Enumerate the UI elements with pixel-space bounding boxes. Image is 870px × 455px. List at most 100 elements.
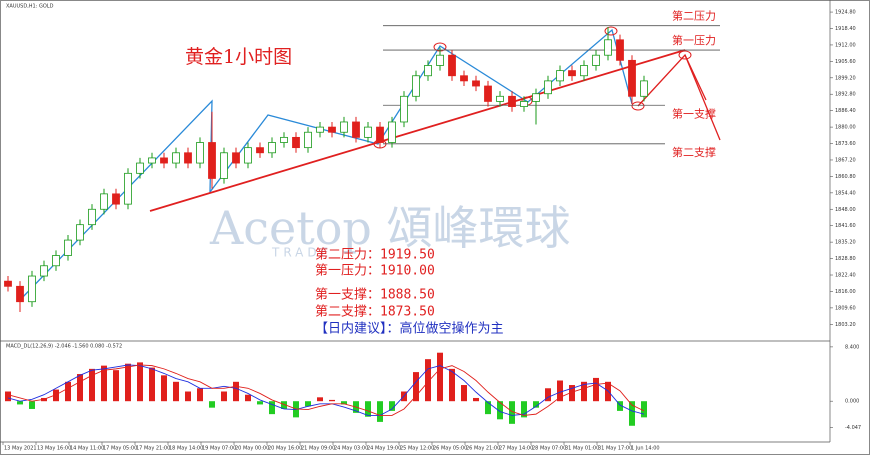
- candle-body: [136, 162, 144, 174]
- histogram-bar: [425, 359, 431, 402]
- candle-body: [400, 95, 408, 123]
- candle-body: [604, 39, 612, 56]
- y-tick-label: 1880.00: [835, 125, 856, 131]
- level-label: 第二压力: [672, 9, 716, 23]
- candle-body: [40, 265, 48, 277]
- candle-body: [520, 101, 528, 107]
- candle-body: [256, 147, 264, 154]
- drawings: [19, 26, 721, 301]
- candle-body: [352, 121, 360, 138]
- x-tick-label: 20 May 00:00: [235, 446, 269, 452]
- histogram-bar: [521, 401, 527, 418]
- histogram-bar: [569, 385, 575, 402]
- histogram-bar: [29, 401, 35, 409]
- histogram-bar: [245, 394, 251, 402]
- candle-body: [568, 70, 576, 77]
- histogram-bar: [389, 401, 395, 411]
- histogram-bar: [137, 362, 143, 402]
- y-tick-label: 1873.60: [835, 141, 856, 147]
- candle-body: [184, 152, 192, 164]
- y-tick-label: 1892.80: [835, 92, 856, 98]
- x-tick-label: 18 May 14:00: [169, 446, 203, 452]
- indicator-line: [7, 364, 645, 416]
- histogram-bar: [641, 401, 647, 418]
- chart-title: 黄金1小时图: [185, 46, 292, 68]
- histogram-bar: [89, 368, 95, 402]
- x-tick-label: 24 May 03:00: [334, 446, 368, 452]
- y-tick-label: 1912.00: [835, 42, 856, 48]
- histogram-bar: [221, 391, 227, 402]
- histogram-bar: [329, 399, 335, 402]
- symbol-label: XAUUSD,H1: GOLD: [6, 4, 54, 10]
- candle-body: [28, 275, 36, 303]
- candle-body: [268, 142, 276, 154]
- candle-body: [148, 157, 156, 164]
- candle-body: [76, 224, 84, 241]
- histogram-bar: [461, 385, 467, 402]
- y-tick-label: 1860.80: [835, 174, 856, 180]
- histogram-bar: [317, 397, 323, 402]
- candle-body: [172, 152, 180, 164]
- histogram-bar: [485, 401, 491, 415]
- candle-body: [16, 285, 24, 303]
- x-tick-label: 31 May 17:00: [598, 446, 632, 452]
- note: 第二压力：1919.50: [315, 248, 435, 263]
- candle-body: [640, 80, 648, 97]
- histogram-bar: [449, 368, 455, 402]
- x-tick-label: 13 May 16:00: [37, 446, 71, 452]
- histogram-bar: [185, 391, 191, 402]
- candle-body: [592, 54, 600, 66]
- candle-body: [304, 131, 312, 149]
- candle-body: [496, 95, 504, 102]
- level-label: 第一支撑: [672, 106, 716, 120]
- candle-body: [160, 157, 168, 164]
- candle-body: [52, 255, 60, 267]
- candle-body: [220, 152, 228, 179]
- histogram-bar: [497, 401, 503, 420]
- histogram-bar: [377, 401, 383, 422]
- x-tick-label: 27 May 14:00: [499, 446, 533, 452]
- x-tick-label: 25 May 12:00: [400, 446, 434, 452]
- candle-body: [4, 280, 12, 287]
- candle-body: [616, 39, 624, 61]
- y-tick-label: 1816.00: [835, 289, 856, 295]
- candle-body: [280, 136, 288, 143]
- y-tick-label: 1905.60: [835, 59, 856, 65]
- histogram-bar: [209, 401, 215, 408]
- candle-body: [532, 93, 540, 102]
- x-tick-label: 17 May 05:00: [103, 446, 137, 452]
- histogram-bar: [17, 401, 23, 405]
- y-tick-label: 1841.60: [835, 223, 856, 229]
- histogram-bar: [125, 363, 131, 402]
- histogram-bar: [593, 377, 599, 402]
- y-tick-label: 1803.20: [835, 322, 856, 328]
- x-tick-label: 1 Jun 14:00: [631, 446, 660, 452]
- histogram-bar: [629, 401, 635, 426]
- candle-body: [292, 136, 300, 149]
- histogram-bar: [113, 370, 119, 402]
- histogram-bar: [533, 401, 539, 408]
- note: 【日内建议】：高位做空操作为主: [315, 321, 504, 337]
- histogram-bar: [77, 374, 83, 402]
- y-tick-label: 8.400: [845, 344, 859, 350]
- x-tick-label: 14 May 11:00: [70, 446, 104, 452]
- histogram-bar: [341, 401, 347, 405]
- histogram-bar: [257, 401, 263, 405]
- candle-body: [436, 54, 444, 66]
- candle-body: [232, 152, 240, 164]
- y-tick-label: 1835.20: [835, 240, 856, 246]
- x-tick-label: 20 May 16:00: [268, 446, 302, 452]
- histogram-bar: [101, 365, 107, 402]
- candle-body: [484, 85, 492, 102]
- candle-body: [628, 59, 636, 97]
- y-tick-label: 1848.00: [835, 207, 856, 213]
- candle-body: [208, 142, 216, 179]
- candle-body: [580, 65, 588, 77]
- candle-body: [388, 121, 396, 143]
- y-tick-label: 1809.60: [835, 305, 856, 311]
- histogram-bar: [173, 381, 179, 402]
- x-tick-label: 31 May 01:00: [565, 446, 599, 452]
- watermark: Acetop 頌峰環球: [209, 201, 570, 255]
